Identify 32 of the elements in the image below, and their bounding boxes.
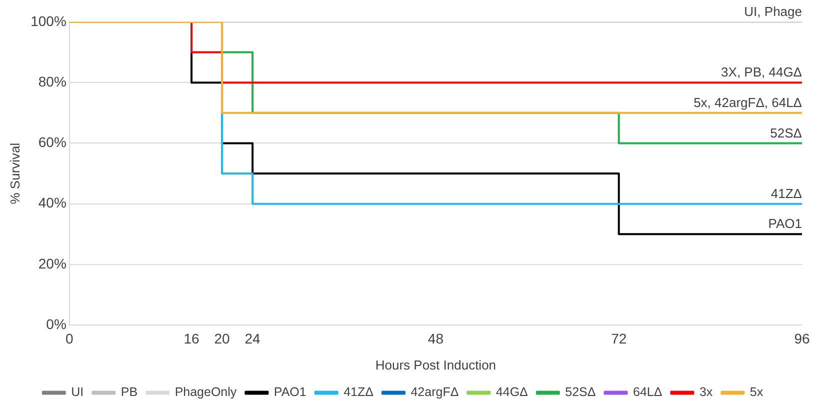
- annotation: UI, Phage: [744, 4, 802, 20]
- legend-label: UI: [71, 385, 84, 400]
- annotation: 3X, PB, 44GΔ: [721, 64, 802, 80]
- legend-label: 5x: [750, 385, 764, 400]
- legend-label: 3x: [699, 385, 714, 400]
- y-axis-title: % Survival: [7, 142, 22, 204]
- x-tick-label: 48: [428, 330, 444, 346]
- legend-label: 44GΔ: [496, 385, 528, 400]
- x-tick-label: 0: [66, 330, 74, 346]
- x-tick-label: 72: [611, 330, 627, 346]
- x-tick-label: 20: [214, 330, 230, 346]
- annotation: PAO1: [768, 216, 802, 232]
- y-tick-label: 80%: [38, 73, 66, 90]
- legend-label: 41ZΔ: [344, 385, 374, 400]
- x-axis-title: Hours Post Induction: [375, 357, 496, 372]
- y-tick-label: 20%: [38, 255, 66, 272]
- y-tick-label: 0%: [46, 316, 66, 332]
- legend-label: 42argFΔ: [410, 385, 459, 400]
- legend-label: 64LΔ: [633, 385, 662, 400]
- annotation: 5x, 42argFΔ, 64LΔ: [694, 95, 802, 110]
- annotation: 41ZΔ: [770, 186, 802, 201]
- y-tick-label: 40%: [38, 194, 66, 211]
- annotation: 52SΔ: [770, 125, 802, 140]
- legend-label: PB: [120, 385, 138, 400]
- y-tick-label: 100%: [30, 12, 66, 29]
- legend-label: PAO1: [274, 385, 306, 400]
- legend-label: 52SΔ: [565, 385, 596, 400]
- x-tick-label: 96: [794, 330, 810, 346]
- legend-label: PhageOnly: [174, 385, 238, 400]
- x-tick-label: 24: [244, 330, 261, 346]
- y-tick-label: 60%: [38, 134, 66, 150]
- x-tick-label: 16: [184, 330, 200, 346]
